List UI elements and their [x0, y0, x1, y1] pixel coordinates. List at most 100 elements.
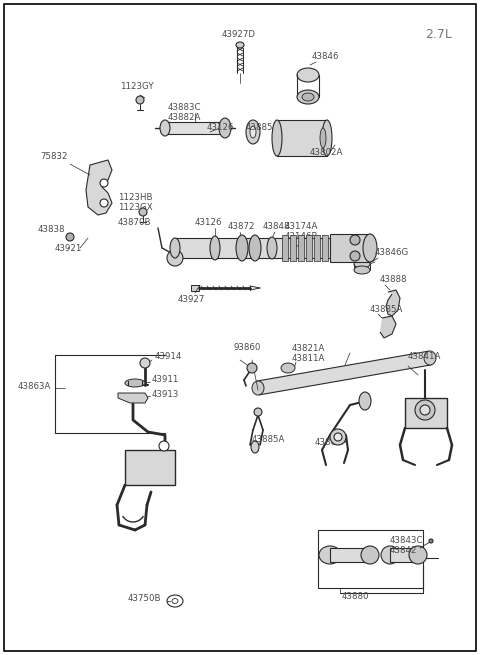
Ellipse shape [320, 128, 326, 148]
Circle shape [254, 408, 262, 416]
Bar [298, 235, 304, 261]
Text: 75832: 75832 [40, 152, 68, 161]
Text: 43885A: 43885A [252, 435, 286, 444]
Text: 43838: 43838 [38, 225, 65, 234]
Ellipse shape [359, 392, 371, 410]
Text: 43811A: 43811A [292, 354, 325, 363]
Text: 43913: 43913 [152, 390, 180, 399]
Ellipse shape [297, 68, 319, 82]
Text: 1123GY: 1123GY [120, 82, 154, 91]
Bar [318, 530, 423, 588]
Circle shape [350, 251, 360, 261]
Ellipse shape [354, 260, 370, 268]
Text: 43146B: 43146B [285, 232, 319, 241]
Text: 43883C: 43883C [168, 103, 202, 112]
Text: 43914: 43914 [155, 352, 182, 361]
Ellipse shape [246, 120, 260, 144]
Circle shape [136, 96, 144, 104]
Polygon shape [386, 290, 400, 316]
Circle shape [140, 358, 150, 368]
Text: 43848: 43848 [263, 222, 290, 231]
Circle shape [330, 429, 346, 445]
Text: 43927: 43927 [178, 295, 205, 304]
Ellipse shape [219, 118, 231, 138]
Circle shape [139, 208, 147, 216]
Bar [125, 450, 175, 485]
Ellipse shape [210, 236, 220, 260]
Text: 43174A: 43174A [285, 222, 318, 231]
Ellipse shape [361, 546, 379, 564]
Circle shape [415, 400, 435, 420]
Bar [330, 548, 370, 562]
Text: 43861A: 43861A [315, 438, 348, 447]
Polygon shape [380, 316, 396, 338]
Text: 2.7L: 2.7L [425, 28, 452, 41]
Ellipse shape [249, 235, 261, 261]
Polygon shape [257, 351, 431, 395]
Text: 43126: 43126 [195, 218, 223, 227]
Text: 43888: 43888 [380, 275, 408, 284]
Bar [405, 398, 447, 428]
Text: 43870B: 43870B [118, 218, 152, 227]
Text: 43126: 43126 [207, 123, 235, 132]
Polygon shape [86, 160, 112, 215]
Circle shape [334, 433, 342, 441]
Ellipse shape [319, 546, 341, 564]
Bar [330, 235, 336, 261]
Circle shape [420, 405, 430, 415]
Ellipse shape [267, 237, 277, 259]
Text: 43846: 43846 [312, 52, 339, 61]
Text: 1123GX: 1123GX [118, 203, 153, 212]
Bar [277, 120, 327, 156]
Circle shape [350, 235, 360, 245]
Text: 43842: 43842 [390, 546, 418, 555]
Ellipse shape [354, 266, 370, 274]
Ellipse shape [302, 93, 314, 101]
Ellipse shape [252, 381, 264, 395]
Text: 43911: 43911 [152, 375, 180, 384]
Text: 43750B: 43750B [128, 594, 161, 603]
Text: 43885A: 43885A [370, 305, 403, 314]
Text: 43803A: 43803A [335, 235, 368, 244]
Circle shape [429, 539, 433, 543]
Ellipse shape [281, 363, 295, 373]
Text: 43863A: 43863A [18, 382, 51, 391]
Ellipse shape [409, 546, 427, 564]
Circle shape [167, 250, 183, 266]
Text: 43843C: 43843C [390, 536, 423, 545]
Ellipse shape [125, 379, 145, 387]
Ellipse shape [272, 120, 282, 156]
Bar [390, 548, 418, 562]
Circle shape [159, 441, 169, 451]
Ellipse shape [160, 120, 170, 136]
Circle shape [100, 199, 108, 207]
Ellipse shape [220, 120, 230, 136]
Text: 43841A: 43841A [408, 352, 442, 361]
Polygon shape [118, 393, 148, 403]
Circle shape [66, 233, 74, 241]
Text: 43872: 43872 [228, 222, 255, 231]
Text: 43927D: 43927D [222, 30, 256, 39]
Ellipse shape [170, 238, 180, 258]
Bar [314, 235, 320, 261]
Circle shape [100, 179, 108, 187]
Ellipse shape [297, 90, 319, 104]
Ellipse shape [424, 351, 436, 365]
Ellipse shape [236, 42, 244, 48]
Text: 43802A: 43802A [310, 148, 343, 157]
Bar [175, 238, 360, 258]
Text: 43821A: 43821A [292, 344, 325, 353]
Text: 43885: 43885 [246, 123, 274, 132]
Text: 43921: 43921 [55, 244, 83, 253]
Bar [322, 235, 328, 261]
Ellipse shape [236, 235, 248, 261]
Bar [282, 235, 288, 261]
Text: 43846G: 43846G [375, 248, 409, 257]
Text: 1123HB: 1123HB [118, 193, 153, 202]
Text: 93860: 93860 [234, 343, 262, 352]
Ellipse shape [363, 234, 377, 262]
Ellipse shape [322, 120, 332, 156]
Circle shape [247, 363, 257, 373]
Ellipse shape [250, 126, 256, 138]
Bar [191, 285, 199, 291]
